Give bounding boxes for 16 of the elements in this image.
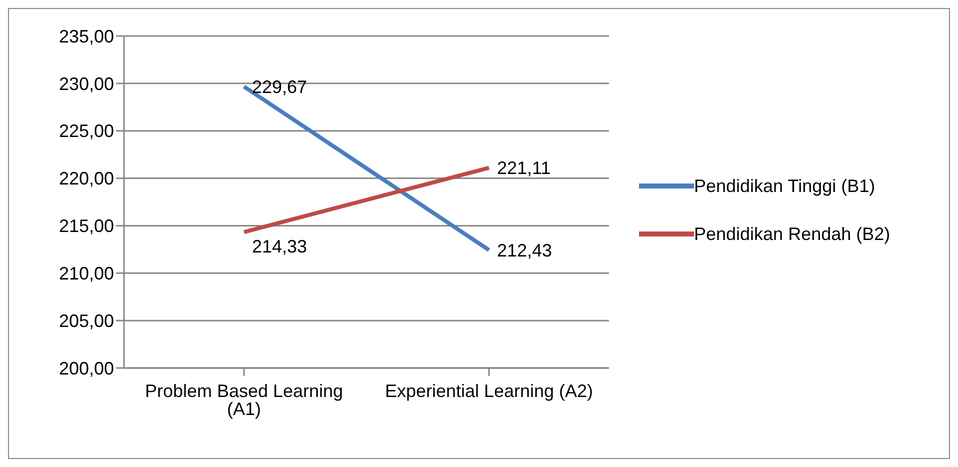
y-tick-label: 225,00 xyxy=(58,121,114,142)
y-tick-label: 235,00 xyxy=(58,26,114,46)
y-tick-label: 210,00 xyxy=(58,264,114,284)
y-tick-label: 205,00 xyxy=(58,310,114,331)
legend-label: Pendidikan Rendah (B2) xyxy=(694,223,892,246)
y-tick-label: 215,00 xyxy=(58,216,114,236)
y-tick-label: 230,00 xyxy=(58,74,114,94)
data-label: 214,33 xyxy=(252,236,308,256)
y-tick-label: 200,00 xyxy=(58,358,114,378)
data-label: 212,43 xyxy=(497,240,552,260)
data-label: 221,11 xyxy=(497,158,551,178)
x-tick-label: Problem Based Learning (A1) xyxy=(144,380,344,419)
y-tick-label: 220,00 xyxy=(58,168,114,189)
x-tick-label: Experiential Learning (A2) xyxy=(384,380,594,401)
data-label: 229,67 xyxy=(252,76,308,97)
legend-label: Pendidikan Tinggi (B1) xyxy=(694,175,876,198)
